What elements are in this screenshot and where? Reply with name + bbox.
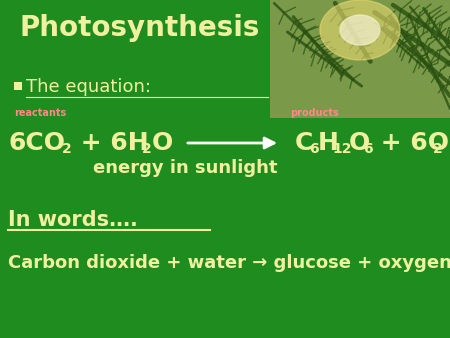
Text: O: O bbox=[152, 131, 173, 155]
Text: 6CO: 6CO bbox=[8, 131, 65, 155]
Text: 2: 2 bbox=[62, 142, 72, 156]
Text: H: H bbox=[318, 131, 339, 155]
Text: C: C bbox=[295, 131, 313, 155]
Text: 6: 6 bbox=[309, 142, 319, 156]
Text: O: O bbox=[349, 131, 370, 155]
Text: reactants: reactants bbox=[14, 108, 66, 118]
Text: products: products bbox=[290, 108, 339, 118]
Ellipse shape bbox=[320, 0, 400, 60]
Bar bbox=[270, 0, 450, 118]
Ellipse shape bbox=[340, 15, 380, 45]
Bar bbox=[14, 82, 22, 90]
Text: + 6O: + 6O bbox=[372, 131, 449, 155]
Text: 6: 6 bbox=[363, 142, 373, 156]
Text: In words….: In words…. bbox=[8, 210, 138, 230]
Text: + 6H: + 6H bbox=[72, 131, 148, 155]
Text: 2: 2 bbox=[142, 142, 152, 156]
Text: The equation:: The equation: bbox=[26, 78, 151, 96]
Text: 12: 12 bbox=[332, 142, 351, 156]
Text: Photosynthesis: Photosynthesis bbox=[20, 14, 261, 42]
Text: Carbon dioxide + water → glucose + oxygen: Carbon dioxide + water → glucose + oxyge… bbox=[8, 254, 450, 272]
Text: 2: 2 bbox=[433, 142, 443, 156]
Text: energy in sunlight: energy in sunlight bbox=[93, 159, 277, 177]
